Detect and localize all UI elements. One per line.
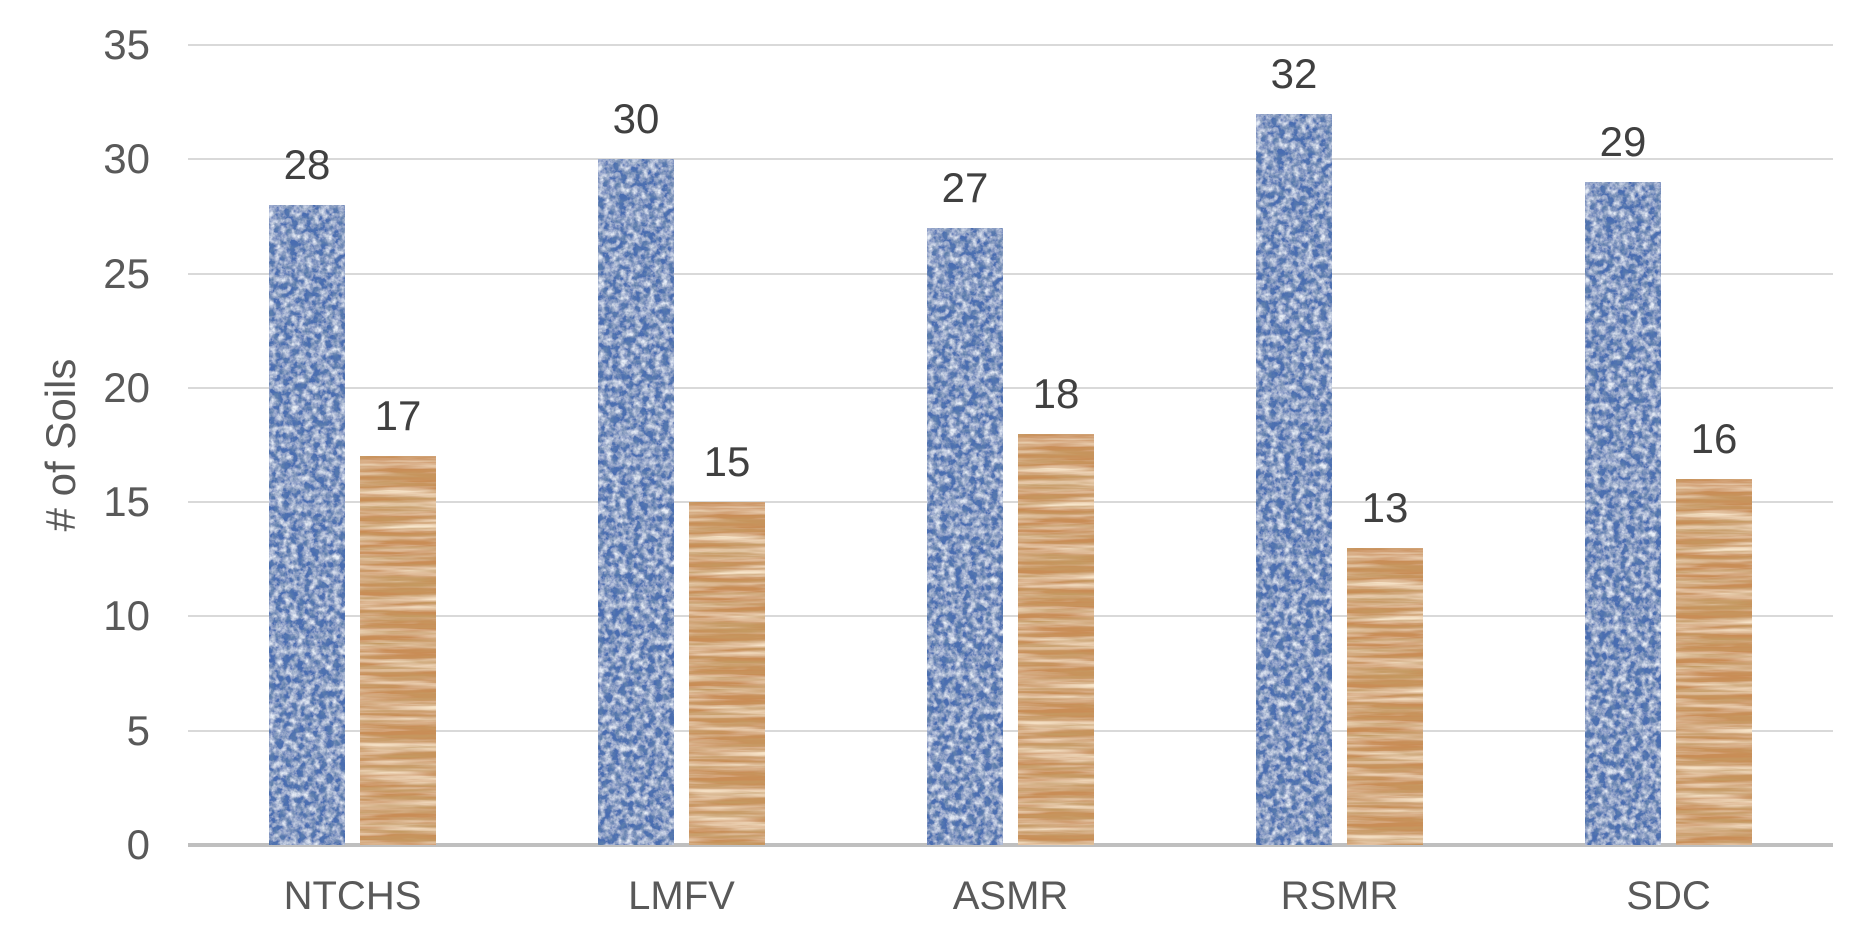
- category-group: 28 17: [188, 45, 517, 845]
- x-category-label: SDC: [1626, 874, 1711, 918]
- x-axis-line: [188, 843, 1833, 847]
- category-group: 29 16: [1504, 45, 1833, 845]
- bar-blue-denim: [1585, 182, 1661, 845]
- bar-value-label: 18: [1032, 370, 1080, 417]
- x-category-label: NTCHS: [283, 874, 422, 918]
- y-gridline: [188, 501, 1833, 504]
- bar-orange-wood: [1676, 479, 1752, 845]
- bar-with-label: 18: [1018, 370, 1094, 845]
- bar-blue-denim: [269, 205, 345, 845]
- y-tick-label: 10: [103, 592, 150, 640]
- bar-blue-denim: [598, 159, 674, 845]
- x-category-label: ASMR: [952, 874, 1069, 918]
- bar-with-label: 32: [1256, 50, 1332, 845]
- y-tick-label: 25: [103, 249, 150, 297]
- bar-with-label: 30: [598, 95, 674, 845]
- y-gridline: [188, 386, 1833, 389]
- category-group: 32 13: [1175, 45, 1504, 845]
- bar-with-label: 15: [689, 438, 765, 845]
- bar-orange-wood: [1347, 548, 1423, 845]
- y-gridline: [188, 729, 1833, 732]
- y-gridline: [188, 272, 1833, 275]
- bar-with-label: 16: [1676, 415, 1752, 845]
- bar-orange-wood: [1018, 434, 1094, 845]
- y-tick-label: 15: [103, 478, 150, 526]
- bar-with-label: 29: [1585, 118, 1661, 845]
- bar-value-label: 29: [1599, 118, 1647, 165]
- bar-blue-denim: [1256, 114, 1332, 845]
- bar-with-label: 27: [927, 164, 1003, 845]
- bar-value-label: 30: [612, 95, 660, 142]
- x-category-label: RSMR: [1280, 874, 1399, 918]
- y-tick-label: 0: [126, 821, 150, 868]
- bar-orange-wood: [689, 502, 765, 845]
- bar-value-label: 17: [374, 392, 422, 439]
- bar-value-label: 15: [703, 438, 751, 485]
- bar-value-label: 28: [283, 141, 331, 188]
- bar-value-label: 16: [1690, 415, 1738, 462]
- bar-value-label: 27: [941, 164, 989, 211]
- y-tick-label: 20: [103, 363, 150, 411]
- bar-orange-wood: [360, 456, 436, 845]
- y-tick-label: 30: [103, 135, 150, 183]
- y-tick-label: 5: [126, 706, 150, 754]
- bar-value-label: 32: [1270, 50, 1318, 97]
- y-tick-label: 35: [103, 21, 150, 68]
- bar-value-label: 13: [1361, 484, 1409, 531]
- bar-with-label: 28: [269, 141, 345, 845]
- bar-with-label: 13: [1347, 484, 1423, 845]
- bar-with-label: 17: [360, 392, 436, 845]
- y-gridline: [188, 158, 1833, 161]
- category-group: 30 15: [517, 45, 846, 845]
- y-gridline: [188, 44, 1833, 46]
- bar-blue-denim: [927, 228, 1003, 845]
- y-gridline: [188, 615, 1833, 618]
- category-group: 27 18: [846, 45, 1175, 845]
- x-category-label: LMFV: [628, 874, 735, 918]
